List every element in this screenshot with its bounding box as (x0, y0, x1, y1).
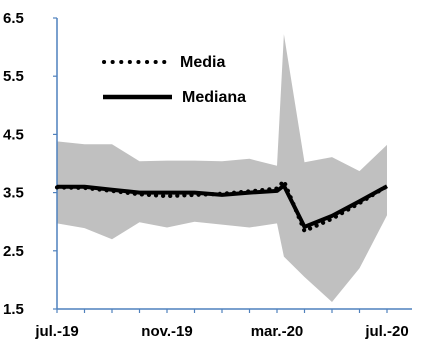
legend-mediana-label: Mediana (182, 89, 246, 106)
x-tick-label: jul.-20 (364, 323, 408, 340)
range-band-layer (57, 34, 387, 302)
y-tick-label: 4.5 (3, 126, 24, 143)
y-tick-label: 2.5 (3, 243, 24, 260)
y-tick-label: 6.5 (3, 10, 24, 27)
y-tick-label: 1.5 (3, 301, 24, 318)
x-tick-label: jul.-19 (34, 323, 78, 340)
legend: Media Mediana (103, 54, 246, 106)
x-tick-label: nov.-19 (141, 323, 192, 340)
y-tick-label: 5.5 (3, 68, 24, 85)
x-tick-label: mar.-20 (251, 323, 304, 340)
legend-media-label: Media (180, 54, 225, 71)
range-band (57, 34, 387, 302)
y-tick-label: 3.5 (3, 185, 24, 202)
